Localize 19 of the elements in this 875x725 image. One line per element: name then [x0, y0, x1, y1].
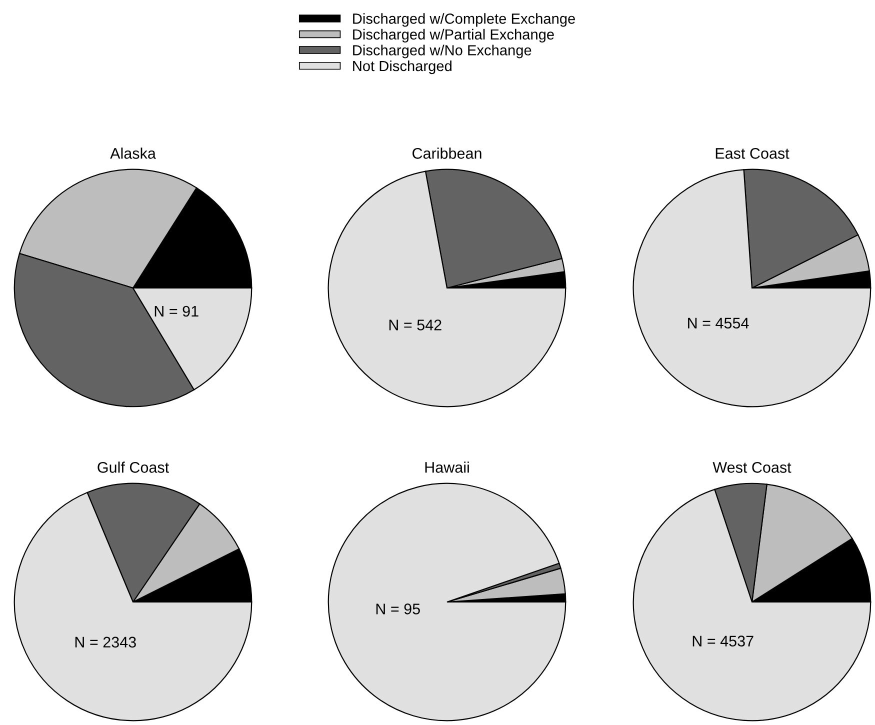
pie-slice	[328, 170, 566, 408]
chart-title: East Coast	[716, 148, 790, 159]
text: N = 2343	[75, 636, 136, 648]
text: N = 4554	[688, 318, 749, 329]
text: N = 91	[154, 306, 198, 317]
text: N = 4537	[692, 636, 754, 646]
chart-title: Caribbean	[412, 148, 482, 159]
text: N = 95	[376, 604, 420, 614]
legend-label: Discharged w/Complete Exchange	[353, 13, 575, 27]
legend-label: Discharged w/Partial Exchange	[353, 28, 554, 42]
text: N = 542	[389, 320, 442, 330]
pie-slice	[328, 482, 566, 722]
chart-title: Hawaii	[425, 462, 469, 473]
legend-label: Not Discharged	[353, 60, 452, 74]
legend-label: Discharged w/No Exchange	[353, 44, 532, 58]
chart-title: Gulf Coast	[98, 462, 169, 473]
pie-slice	[632, 169, 872, 408]
text: Alaska	[110, 148, 156, 159]
chart-title: West Coast	[712, 462, 792, 473]
